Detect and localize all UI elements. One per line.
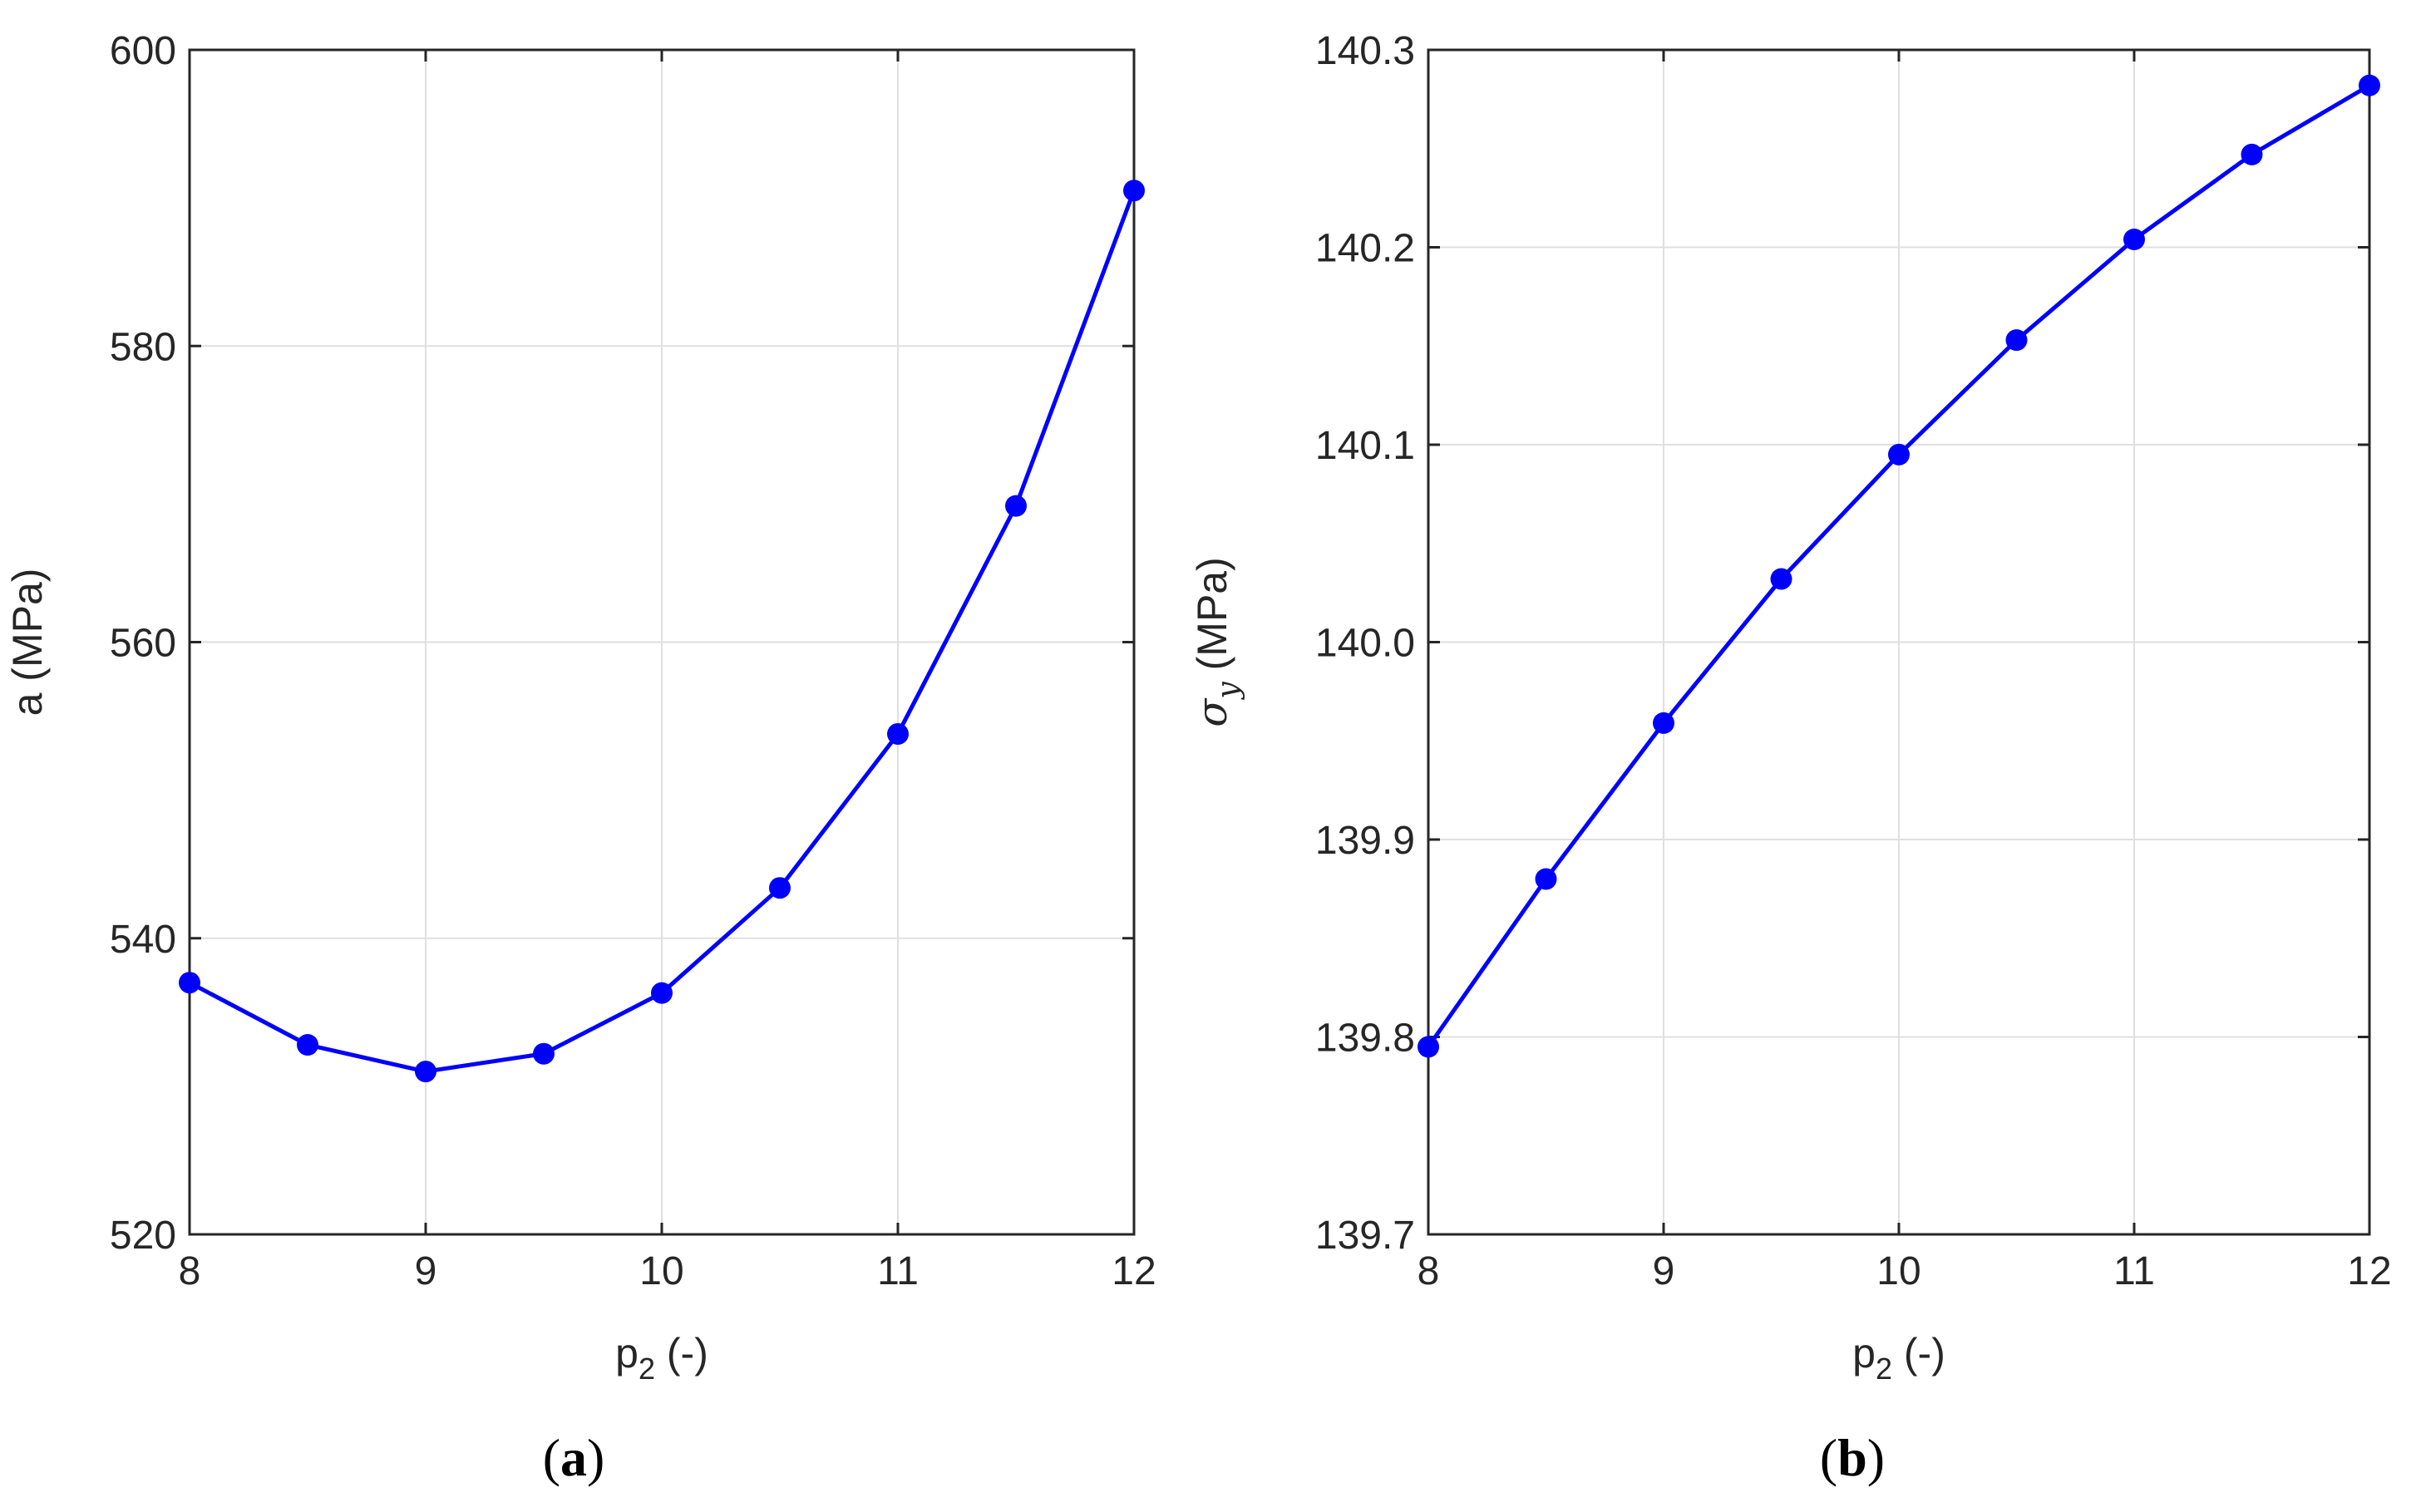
y-tick-label: 140.1 (1315, 424, 1415, 468)
x-tick-label: 9 (415, 1249, 437, 1293)
y-tick-label: 140.3 (1315, 29, 1415, 73)
data-point (2359, 74, 2380, 96)
chart-panel-b: 8 9 10 11 12 139.7 139.8 139.9 140.0 140.1 140.2 14… (1188, 29, 2392, 1487)
data-point (651, 982, 673, 1004)
y-tick-label: 139.8 (1315, 1017, 1415, 1061)
x-tick-label: 10 (639, 1249, 683, 1293)
x-tick-label: 12 (1112, 1249, 1156, 1293)
data-point (1418, 1036, 1439, 1058)
y-tick-label: 600 (110, 29, 176, 73)
data-point (1005, 495, 1027, 517)
data-point (1535, 868, 1557, 890)
data-point (887, 722, 909, 745)
y-tick-label: 139.7 (1315, 1214, 1415, 1258)
data-point (2123, 229, 2145, 250)
data-point (533, 1042, 555, 1065)
x-tick-label: 8 (1418, 1249, 1440, 1293)
x-tick-label: 10 (1876, 1249, 1920, 1293)
y-tick-label: 139.9 (1315, 819, 1415, 863)
y-tick-label: 560 (110, 622, 176, 666)
chart-panel-a: 8 9 10 11 12 520 540 560 580 600 p2 (-) a (MPa) (a) (4, 29, 1156, 1487)
data-point (179, 972, 200, 994)
data-point (1770, 568, 1792, 590)
data-point (1123, 180, 1145, 202)
x-tick-label: 9 (1653, 1249, 1675, 1293)
data-point (2005, 329, 2028, 352)
data-point (2241, 143, 2263, 165)
data-point (1653, 712, 1674, 734)
y-tick-label: 140.2 (1315, 227, 1415, 271)
data-point (1888, 443, 1910, 465)
data-point (297, 1034, 318, 1056)
y-tick-label: 520 (110, 1214, 176, 1258)
x-tick-label: 8 (179, 1249, 201, 1293)
panel-label: (a) (543, 1428, 605, 1487)
data-point (769, 877, 791, 899)
panel-label: (b) (1820, 1428, 1885, 1487)
x-tick-label: 12 (2347, 1249, 2391, 1293)
y-axis-label: σy (MPa) (1188, 557, 1245, 726)
x-tick-label: 11 (2113, 1249, 2155, 1293)
y-axis-label: a (MPa) (4, 569, 51, 717)
x-axis-label: p2 (-) (1852, 1330, 1945, 1386)
x-tick-label: 11 (877, 1249, 919, 1293)
y-tick-label: 140.0 (1315, 622, 1415, 666)
y-tick-label: 580 (110, 325, 176, 369)
y-tick-label: 540 (110, 918, 176, 962)
data-point (415, 1061, 436, 1083)
x-axis-label: p2 (-) (615, 1330, 708, 1386)
